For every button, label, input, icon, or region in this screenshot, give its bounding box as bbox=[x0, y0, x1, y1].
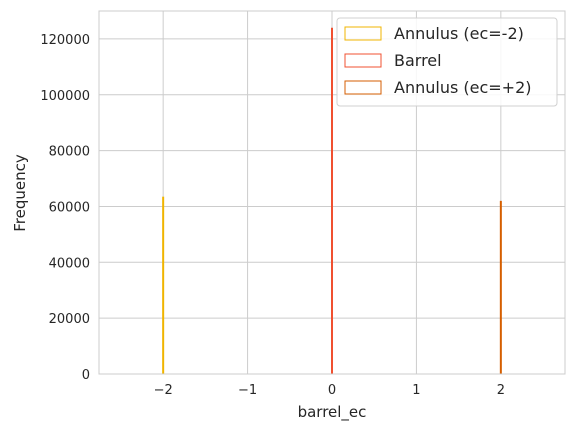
x-tick-label: −1 bbox=[238, 383, 257, 398]
legend-box bbox=[336, 17, 558, 107]
bar bbox=[331, 27, 333, 374]
y-tick-label: 100000 bbox=[40, 89, 90, 104]
x-tick-labels: −2 −1 0 1 2 bbox=[154, 383, 505, 398]
y-tick-labels: 0 20000 40000 60000 80000 100000 120000 bbox=[40, 33, 90, 383]
x-tick-label: −2 bbox=[154, 383, 173, 398]
y-tick-label: 20000 bbox=[49, 312, 90, 327]
y-tick-label: 0 bbox=[82, 368, 90, 383]
bars bbox=[162, 27, 502, 374]
y-axis-label: Frequency bbox=[11, 154, 29, 232]
legend-entry: Annulus (ec=-2) bbox=[394, 24, 524, 43]
legend-entry: Barrel bbox=[394, 51, 442, 70]
y-tick-label: 120000 bbox=[40, 33, 90, 48]
legend-swatch bbox=[344, 26, 382, 41]
legend-swatch bbox=[344, 80, 382, 95]
legend: Annulus (ec=-2) Barrel Annulus (ec=+2) bbox=[336, 17, 558, 107]
x-tick-label: 0 bbox=[328, 383, 336, 398]
y-tick-label: 40000 bbox=[49, 256, 90, 271]
legend-swatch bbox=[344, 53, 382, 68]
x-axis-label: barrel_ec bbox=[298, 403, 367, 422]
legend-entry: Annulus (ec=+2) bbox=[394, 78, 532, 97]
bar bbox=[162, 196, 165, 374]
y-tick-label: 60000 bbox=[49, 200, 90, 215]
x-tick-label: 1 bbox=[412, 383, 420, 398]
plot-frame bbox=[98, 10, 566, 375]
y-tick-label: 80000 bbox=[49, 145, 90, 160]
bar bbox=[499, 200, 502, 374]
x-tick-label: 2 bbox=[497, 383, 505, 398]
